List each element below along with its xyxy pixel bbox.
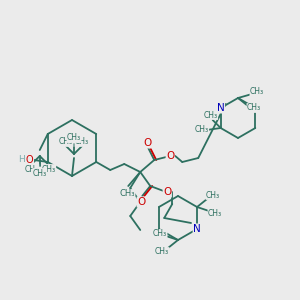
Text: CH₃: CH₃ (195, 125, 209, 134)
Text: CH₃: CH₃ (67, 134, 81, 142)
Text: CH₃: CH₃ (204, 110, 218, 119)
Text: CH₃: CH₃ (206, 190, 220, 200)
Text: O: O (143, 138, 152, 148)
Text: CH₃: CH₃ (33, 169, 47, 178)
Text: CH₃: CH₃ (75, 137, 89, 146)
Text: CH₃: CH₃ (59, 137, 73, 146)
Text: O: O (166, 151, 174, 161)
Text: CH₃: CH₃ (153, 230, 167, 238)
Text: N: N (217, 103, 225, 113)
Text: H: H (18, 155, 25, 164)
Text: N: N (193, 224, 201, 234)
Text: O: O (137, 197, 146, 207)
Text: CH₃: CH₃ (247, 103, 261, 112)
Text: CH₃: CH₃ (119, 190, 135, 199)
Text: CH₃: CH₃ (25, 164, 39, 173)
Text: O: O (26, 155, 34, 165)
Text: CH₃: CH₃ (155, 248, 169, 256)
Text: CH₃: CH₃ (250, 88, 264, 97)
Text: CH₃: CH₃ (208, 208, 222, 217)
Text: CH₃: CH₃ (42, 164, 56, 173)
Text: O: O (163, 187, 171, 197)
